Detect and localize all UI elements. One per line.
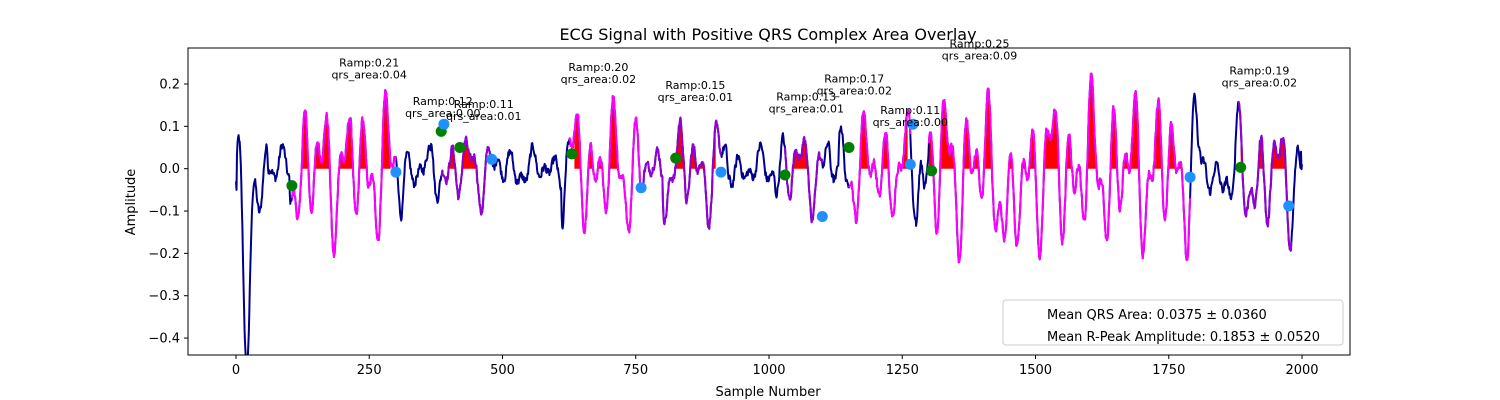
annotation-label-4: Ramp:0.15 qrs_area:0.01 [658,79,733,104]
qrs-segment-line-3 [640,116,722,230]
offset-marker-0 [390,166,402,178]
qrs-segment-layer [290,72,1293,264]
annotation-label-2: Ramp:0.11 qrs_area:0.01 [446,98,521,123]
annotation-ramp-0: Ramp:0.21 [339,57,399,70]
qrs-area-fill-0 [302,90,391,169]
qrs-segment-line-2 [568,95,643,235]
offset-marker-2 [486,153,498,165]
x-tick-label-8: 2000 [1285,363,1318,378]
annotation-qrs-area-6: qrs_area:0.02 [817,84,892,97]
annotation-qrs-area-0: qrs_area:0.04 [331,69,406,82]
x-tick-label-5: 1250 [886,363,919,378]
annotation-qrs-area-9: qrs_area:0.02 [1222,77,1297,90]
annotation-qrs-area-7: qrs_area:0.00 [873,116,948,129]
onset-marker-5 [779,169,791,181]
onset-marker-7 [926,165,938,177]
annotation-label-8: Ramp:0.25 qrs_area:0.09 [942,38,1017,63]
x-tick-label-4: 1000 [752,363,785,378]
offset-marker-6 [904,158,916,170]
x-tick-label-3: 750 [623,363,648,378]
x-tick-label-2: 500 [490,363,515,378]
y-tick-label-1: −0.3 [148,289,180,304]
qrs-area-fill-7 [1240,125,1289,169]
qrs-segment-line-6 [927,72,1192,264]
offset-marker-7 [907,118,919,130]
x-tick-label-1: 250 [357,363,382,378]
annotation-label-0: Ramp:0.21 qrs_area:0.04 [331,57,406,82]
annotation-ramp-9: Ramp:0.19 [1229,65,1289,78]
qrs-segment-line-0 [290,89,397,258]
y-tick-label-5: 0.1 [159,120,180,135]
annotation-qrs-area-3: qrs_area:0.02 [561,73,636,86]
y-tick-label-0: −0.4 [148,332,180,347]
annotation-label-1: Ramp:0.12 qrs_area:0.00 [405,95,480,120]
annotation-ramp-3: Ramp:0.20 [568,61,628,74]
x-axis: 0 250 500 750 1000 1250 1500 1750 2000 [232,355,1319,378]
onset-marker-4 [670,152,682,164]
annotation-label-6: Ramp:0.17 qrs_area:0.02 [817,72,892,97]
qrs-area-fill-5 [851,111,908,169]
x-tick-label-7: 1750 [1152,363,1185,378]
plot-area [235,72,1303,355]
offset-marker-3 [635,182,647,194]
annotation-ramp-7: Ramp:0.11 [880,104,940,117]
y-axis-label: Amplitude [124,169,139,236]
annotation-label-7: Ramp:0.11 qrs_area:0.00 [873,104,948,129]
qrs-area-fill-3 [675,117,716,169]
y-tick-label-3: −0.1 [148,205,180,220]
qrs-segment-line-1 [440,135,493,216]
annotation-ramp-1: Ramp:0.12 [413,95,473,108]
y-tick-label-6: 0.2 [159,78,180,93]
x-tick-label-6: 1500 [1019,363,1052,378]
offset-marker-5 [816,211,828,222]
annotation-qrs-area-5: qrs_area:0.01 [769,103,844,116]
onset-marker-3 [566,148,578,160]
offset-marker-1 [438,118,450,130]
annotation-ramp-6: Ramp:0.17 [824,72,884,85]
annotation-qrs-area-8: qrs_area:0.09 [942,50,1017,63]
annotation-ramp-2: Ramp:0.11 [454,98,514,111]
legend-box [1002,299,1344,346]
chart-title: ECG Signal with Positive QRS Complex Are… [559,25,976,44]
onset-marker-0 [286,180,298,192]
y-tick-label-4: 0.0 [159,162,180,177]
x-tick-label-0: 0 [232,363,240,378]
qrs-segment-line-5 [848,108,912,224]
onset-marker-2 [454,142,466,153]
offset-marker-8 [1184,171,1196,183]
legend-entry-mean-qrs-area: Mean QRS Area: 0.0375 ± 0.0360 [1047,308,1267,323]
annotation-ramp-5: Ramp:0.13 [776,91,836,104]
legend-entry-mean-r-peak-amplitude: Mean R-Peak Amplitude: 0.1853 ± 0.0520 [1047,330,1320,345]
y-axis: −0.4 −0.3 −0.2 −0.1 0.0 0.1 0.2 [148,78,188,347]
qrs-area-fill-1 [443,136,487,169]
qrs-area-fill-2 [574,96,631,169]
onset-marker-8 [1235,161,1247,173]
annotation-ramp-8: Ramp:0.25 [949,38,1009,51]
annotation-qrs-area-4: qrs_area:0.01 [658,91,733,104]
annotation-qrs-area-1: qrs_area:0.00 [405,107,480,120]
annotation-label-5: Ramp:0.13 qrs_area:0.01 [769,91,844,116]
onset-marker-6 [843,142,855,153]
y-tick-label-2: −0.2 [148,247,180,262]
annotation-label-9: Ramp:0.19 qrs_area:0.02 [1222,65,1297,90]
annotation-ramp-4: Ramp:0.15 [665,79,725,92]
qrs-segment-line-4 [784,136,824,224]
marker-layer [286,118,1295,222]
annotation-qrs-area-2: qrs_area:0.01 [446,110,521,123]
qrs-segment-line-7 [1237,101,1293,252]
offset-marker-4 [715,166,727,178]
legend: Mean QRS Area: 0.0375 ± 0.0360 Mean R-Pe… [1002,299,1344,346]
annotation-label-3: Ramp:0.20 qrs_area:0.02 [561,61,636,86]
x-axis-label: Sample Number [715,385,821,400]
offset-marker-9 [1283,200,1295,212]
